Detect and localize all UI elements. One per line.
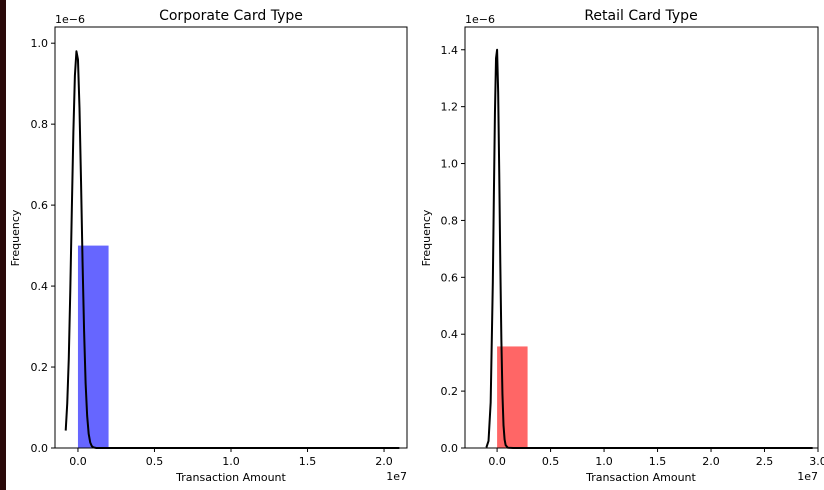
- x-tick-label: 1.5: [649, 455, 667, 468]
- y-tick-label: 1.0: [31, 37, 49, 50]
- y-tick-label: 0.0: [31, 442, 49, 455]
- corporate-card-chart: Corporate Card Type Transaction Amount F…: [9, 8, 408, 484]
- retail-card-chart: Retail Card Type Transaction Amount Freq…: [420, 8, 824, 484]
- x-offset-text: 1e7: [386, 470, 407, 483]
- y-offset-text: 1e−6: [55, 13, 85, 26]
- figure-background: [6, 0, 824, 490]
- y-tick-label: 0.4: [441, 328, 459, 341]
- x-tick-label: 3.0: [809, 455, 824, 468]
- x-tick-label: 1.0: [595, 455, 613, 468]
- y-axis-label: Frequency: [420, 209, 433, 266]
- x-tick-label: 1.5: [299, 455, 317, 468]
- x-tick-label: 0.5: [146, 455, 164, 468]
- x-tick-label: 2.0: [375, 455, 393, 468]
- y-tick-label: 1.4: [441, 44, 459, 57]
- y-tick-label: 0.6: [441, 271, 459, 284]
- x-axis-label: Transaction Amount: [175, 471, 286, 484]
- y-tick-label: 0.2: [441, 385, 459, 398]
- y-tick-label: 0.0: [441, 442, 459, 455]
- x-tick-label: 0.0: [69, 455, 87, 468]
- y-axis-label: Frequency: [9, 209, 22, 266]
- y-tick-label: 0.6: [31, 199, 49, 212]
- chart-title: Retail Card Type: [584, 8, 697, 24]
- x-offset-text: 1e7: [797, 470, 818, 483]
- x-axis-label: Transaction Amount: [585, 471, 696, 484]
- plot-area-frame: [464, 26, 819, 449]
- x-tick-label: 2.0: [702, 455, 720, 468]
- chart-title: Corporate Card Type: [159, 8, 303, 24]
- y-tick-label: 1.2: [441, 101, 459, 114]
- y-tick-label: 0.8: [31, 118, 49, 131]
- x-tick-label: 1.0: [222, 455, 240, 468]
- y-tick-label: 0.4: [31, 280, 49, 293]
- x-tick-label: 0.0: [488, 455, 506, 468]
- y-tick-label: 0.2: [31, 361, 49, 374]
- y-tick-label: 1.0: [441, 158, 459, 171]
- y-tick-label: 0.8: [441, 214, 459, 227]
- x-tick-label: 0.5: [542, 455, 560, 468]
- density-curve: [485, 48, 813, 449]
- y-offset-text: 1e−6: [465, 13, 495, 26]
- x-tick-label: 2.5: [756, 455, 774, 468]
